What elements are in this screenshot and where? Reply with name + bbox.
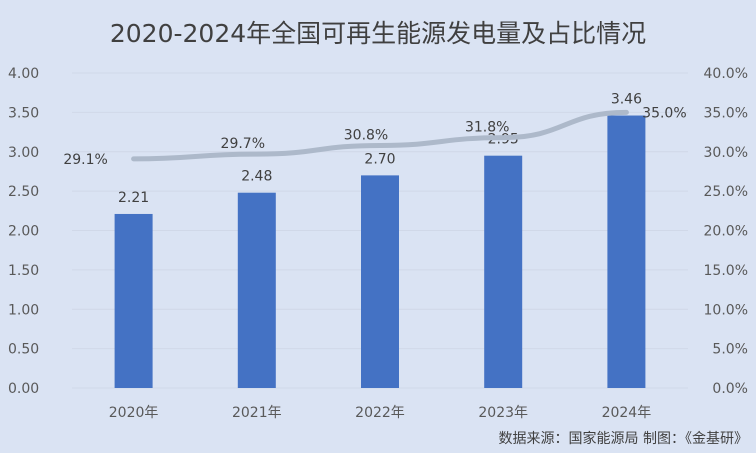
x-axis-label: 2020年 (109, 405, 159, 421)
right-axis-tick: 15.0% (704, 263, 748, 279)
left-axis-tick: 2.50 (8, 184, 39, 200)
chart-title: 2020-2024年全国可再生能源发电量及占比情况 (109, 19, 647, 48)
left-axis-tick: 4.00 (8, 66, 39, 82)
bar (237, 192, 276, 388)
right-axis-tick: 5.0% (712, 342, 748, 358)
right-axis: 0.0% 5.0% 10.0% 15.0% 20.0% 25.0% 30.0% 35.0% 40… (704, 66, 748, 397)
left-axis: 0.00 0.50 1.00 1.50 2.00 2.50 3.00 3.50 4.00 (8, 66, 39, 397)
right-axis-tick: 35.0% (704, 105, 748, 121)
bar-series: 2.212.482.702.953.46 (114, 92, 646, 389)
left-axis-tick: 3.50 (8, 105, 39, 121)
right-axis-tick: 10.0% (704, 302, 748, 318)
bar-value-label: 3.46 (611, 92, 642, 108)
x-axis-label: 2021年 (232, 405, 282, 421)
x-axis: 2020年 2021年 2022年 2023年 2024年 (109, 405, 651, 421)
left-axis-tick: 1.50 (8, 263, 39, 279)
left-axis-tick: 0.00 (8, 381, 39, 397)
bar-value-label: 2.21 (118, 190, 149, 206)
bar (607, 115, 646, 389)
x-axis-label: 2022年 (355, 405, 405, 421)
x-axis-label: 2024年 (602, 405, 652, 421)
bar (361, 175, 399, 388)
bar (114, 213, 153, 388)
share-line (131, 109, 629, 162)
left-axis-tick: 1.00 (8, 302, 39, 318)
left-axis-tick: 0.50 (8, 342, 39, 358)
bar-value-label: 2.48 (241, 169, 272, 185)
right-axis-tick: 30.0% (704, 145, 748, 161)
left-axis-tick: 2.00 (8, 224, 39, 240)
line-value-label: 29.1% (63, 152, 107, 168)
right-axis-tick: 0.0% (712, 381, 748, 397)
left-axis-tick: 3.00 (8, 145, 39, 161)
source-note: 数据来源：国家能源局 制图：《金基研》 (498, 431, 748, 447)
x-axis-label: 2023年 (478, 405, 528, 421)
right-axis-tick: 25.0% (704, 184, 748, 200)
bar-value-label: 2.70 (364, 151, 395, 167)
line-value-label: 30.8% (344, 127, 388, 143)
line-series: 29.1% 29.7% 30.8% 31.8% 35.0% (63, 105, 686, 167)
right-axis-tick: 20.0% (704, 224, 748, 240)
line-value-label: 31.8% (465, 120, 509, 136)
right-axis-tick: 40.0% (704, 66, 748, 82)
bar (484, 155, 523, 388)
line-value-label: 35.0% (642, 105, 686, 121)
line-value-label: 29.7% (221, 136, 265, 152)
